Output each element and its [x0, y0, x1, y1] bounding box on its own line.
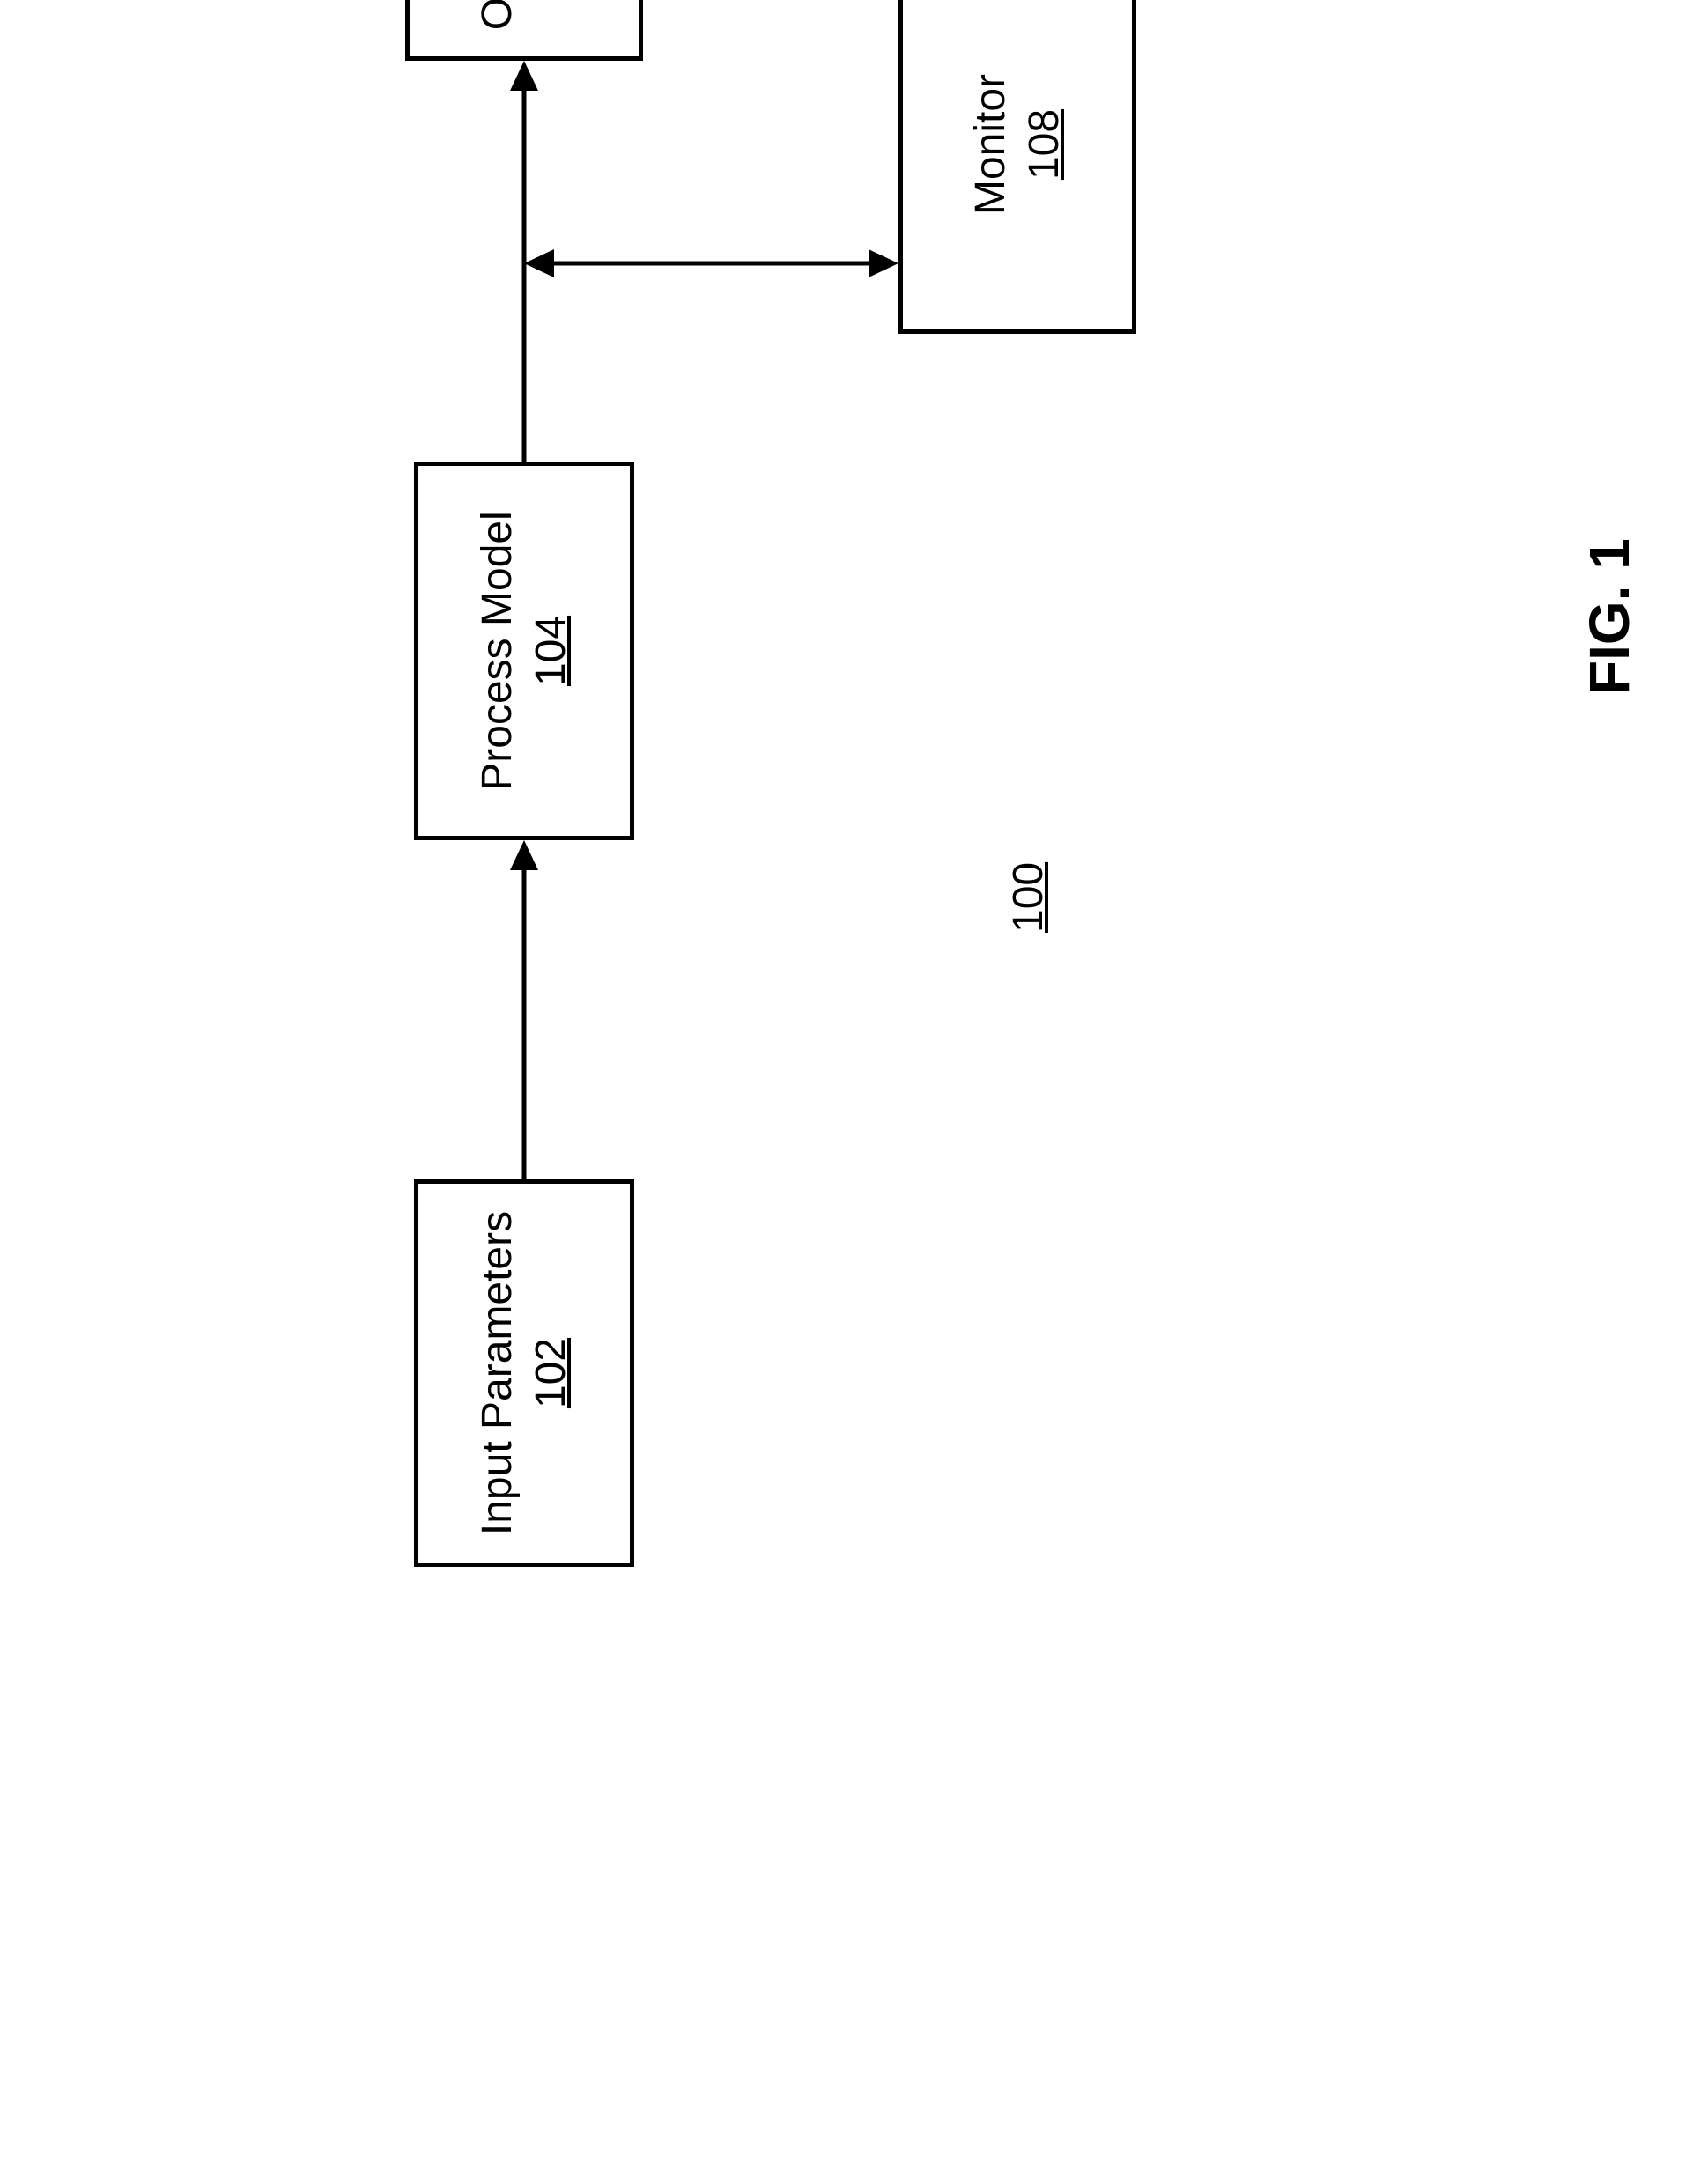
system-reference-number: 100: [1004, 862, 1053, 933]
edge-layer: [0, 0, 1708, 1708]
diagram-canvas: Input Parameters 102 Process Model 104 O…: [0, 0, 1708, 2172]
rotated-content: Input Parameters 102 Process Model 104 O…: [0, 0, 1708, 1708]
figure-label: FIG. 1: [1577, 538, 1642, 695]
